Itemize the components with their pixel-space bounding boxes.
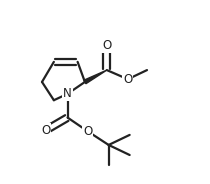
Text: O: O	[123, 73, 133, 86]
Polygon shape	[84, 70, 107, 84]
Text: O: O	[83, 125, 92, 138]
Text: O: O	[41, 124, 50, 137]
Text: N: N	[63, 87, 72, 100]
Text: O: O	[102, 39, 112, 52]
